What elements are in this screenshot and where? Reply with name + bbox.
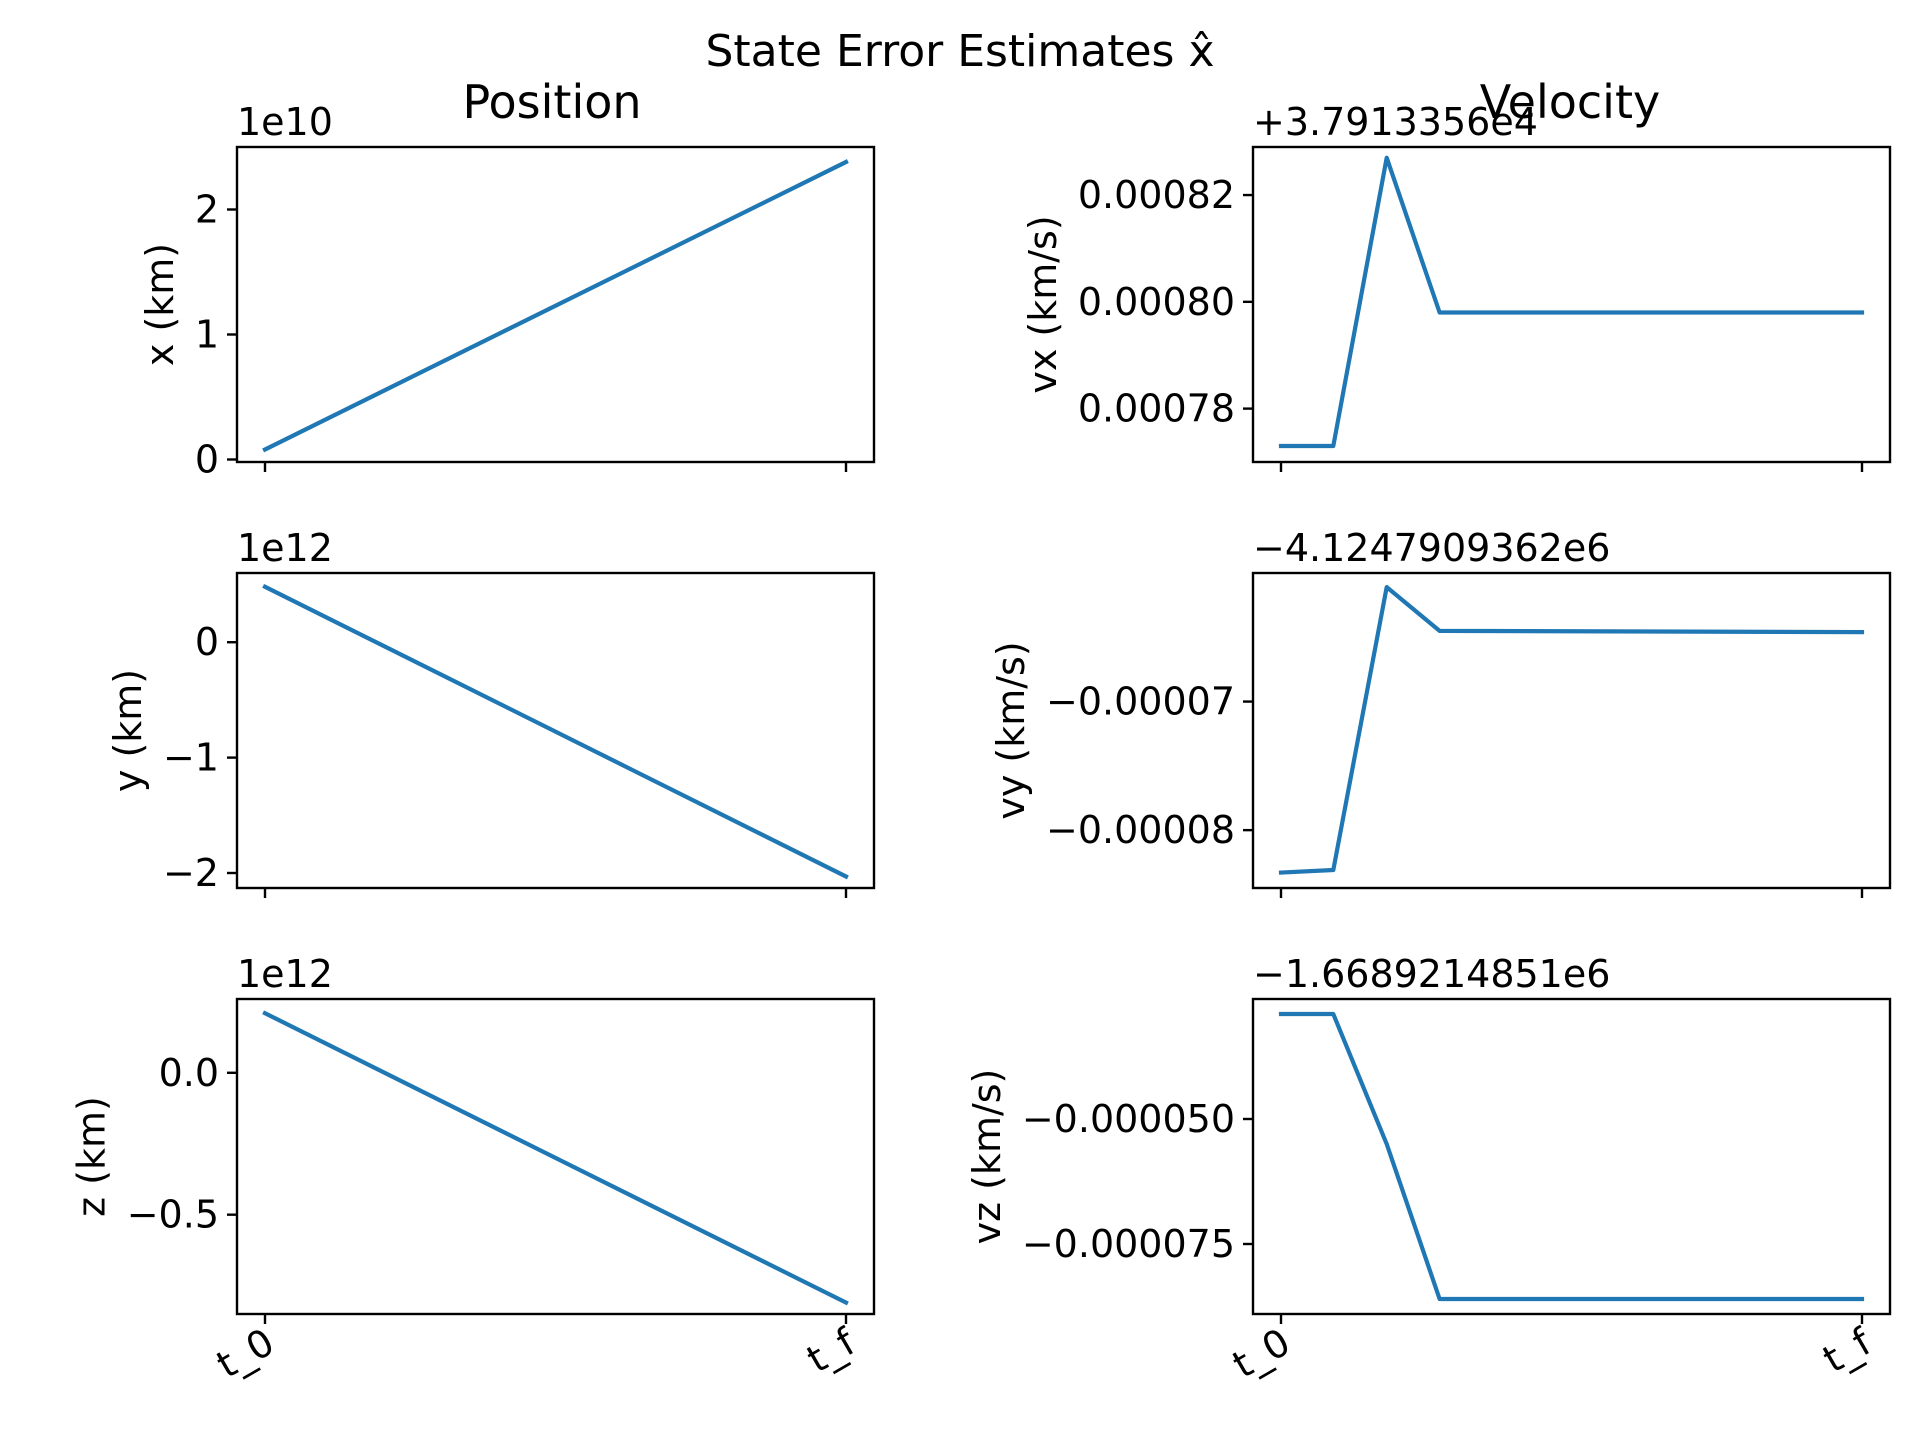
panel-velocity-vz: −0.000075 −0.000050 t_0 t_f −1.6689214851e6 v… <box>965 952 1892 1387</box>
x-tick-label: t_f <box>800 1319 864 1382</box>
series-line <box>262 583 849 880</box>
axis-offset-text: 1e12 <box>237 952 333 996</box>
axis-offset-text: −1.6689214851e6 <box>1253 952 1610 996</box>
panel-velocity-vy: −0.00008 −0.00007 −4.1247909362e6 vy (km/s) <box>989 526 1892 898</box>
y-axis-label: y (km) <box>106 669 150 792</box>
x-tick-label: t_0 <box>1225 1320 1297 1387</box>
y-tick-label: −0.000075 <box>1022 1222 1235 1266</box>
axis-offset-text: 1e10 <box>237 100 333 144</box>
axes-frame <box>1251 145 1892 464</box>
y-axis-label: z (km) <box>70 1096 114 1217</box>
y-axis-label: x (km) <box>138 243 182 366</box>
series-line <box>262 1010 849 1306</box>
panel-position-y: −2 −1 0 1e12 y (km) <box>106 526 876 898</box>
axes-frame <box>1251 997 1892 1316</box>
column-title-velocity: Velocity <box>1480 75 1660 129</box>
axes-frame <box>235 571 876 890</box>
panel-position-z: −0.5 0.0 t_0 t_f 1e12 z (km) <box>70 952 876 1387</box>
series-line <box>1278 584 1865 875</box>
series-line <box>1278 155 1865 449</box>
y-axis-label: vz (km/s) <box>965 1069 1009 1245</box>
y-tick-label: 0.0 <box>159 1051 219 1095</box>
y-axis-label: vy (km/s) <box>989 641 1033 819</box>
axis-offset-text: −4.1247909362e6 <box>1253 526 1610 570</box>
figure-title: State Error Estimates x̂ <box>706 26 1215 77</box>
y-tick-label: 0 <box>195 438 219 482</box>
y-tick-label: −0.000050 <box>1022 1097 1235 1141</box>
series-line <box>1278 1011 1865 1302</box>
y-tick-label: 2 <box>195 188 219 232</box>
y-tick-label: 1 <box>195 313 219 357</box>
y-tick-label: 0 <box>195 620 219 664</box>
y-tick-label: −2 <box>163 851 219 895</box>
axis-offset-text: 1e12 <box>237 526 333 570</box>
axis-offset-text: +3.7913356e4 <box>1253 100 1538 144</box>
y-tick-label: −1 <box>163 736 219 780</box>
panel-position-x: 0 1 2 1e10 x (km) <box>138 100 876 482</box>
axes-frame <box>235 145 876 464</box>
y-tick-label: 0.00080 <box>1078 280 1235 324</box>
panel-velocity-vx: 0.00078 0.00080 0.00082 +3.7913356e4 vx (km/… <box>1021 100 1892 472</box>
y-tick-label: −0.00008 <box>1046 808 1235 852</box>
y-tick-label: 0.00078 <box>1078 387 1235 431</box>
axes-frame <box>235 997 876 1316</box>
axes-frame <box>1251 571 1892 890</box>
column-title-position: Position <box>462 75 641 129</box>
series-line <box>262 159 849 453</box>
y-axis-label: vx (km/s) <box>1021 215 1065 393</box>
y-tick-label: 0.00082 <box>1078 173 1235 217</box>
y-tick-label: −0.00007 <box>1046 680 1235 724</box>
y-tick-label: −0.5 <box>127 1193 219 1237</box>
x-tick-label: t_0 <box>209 1320 281 1387</box>
x-tick-label: t_f <box>1816 1319 1880 1382</box>
